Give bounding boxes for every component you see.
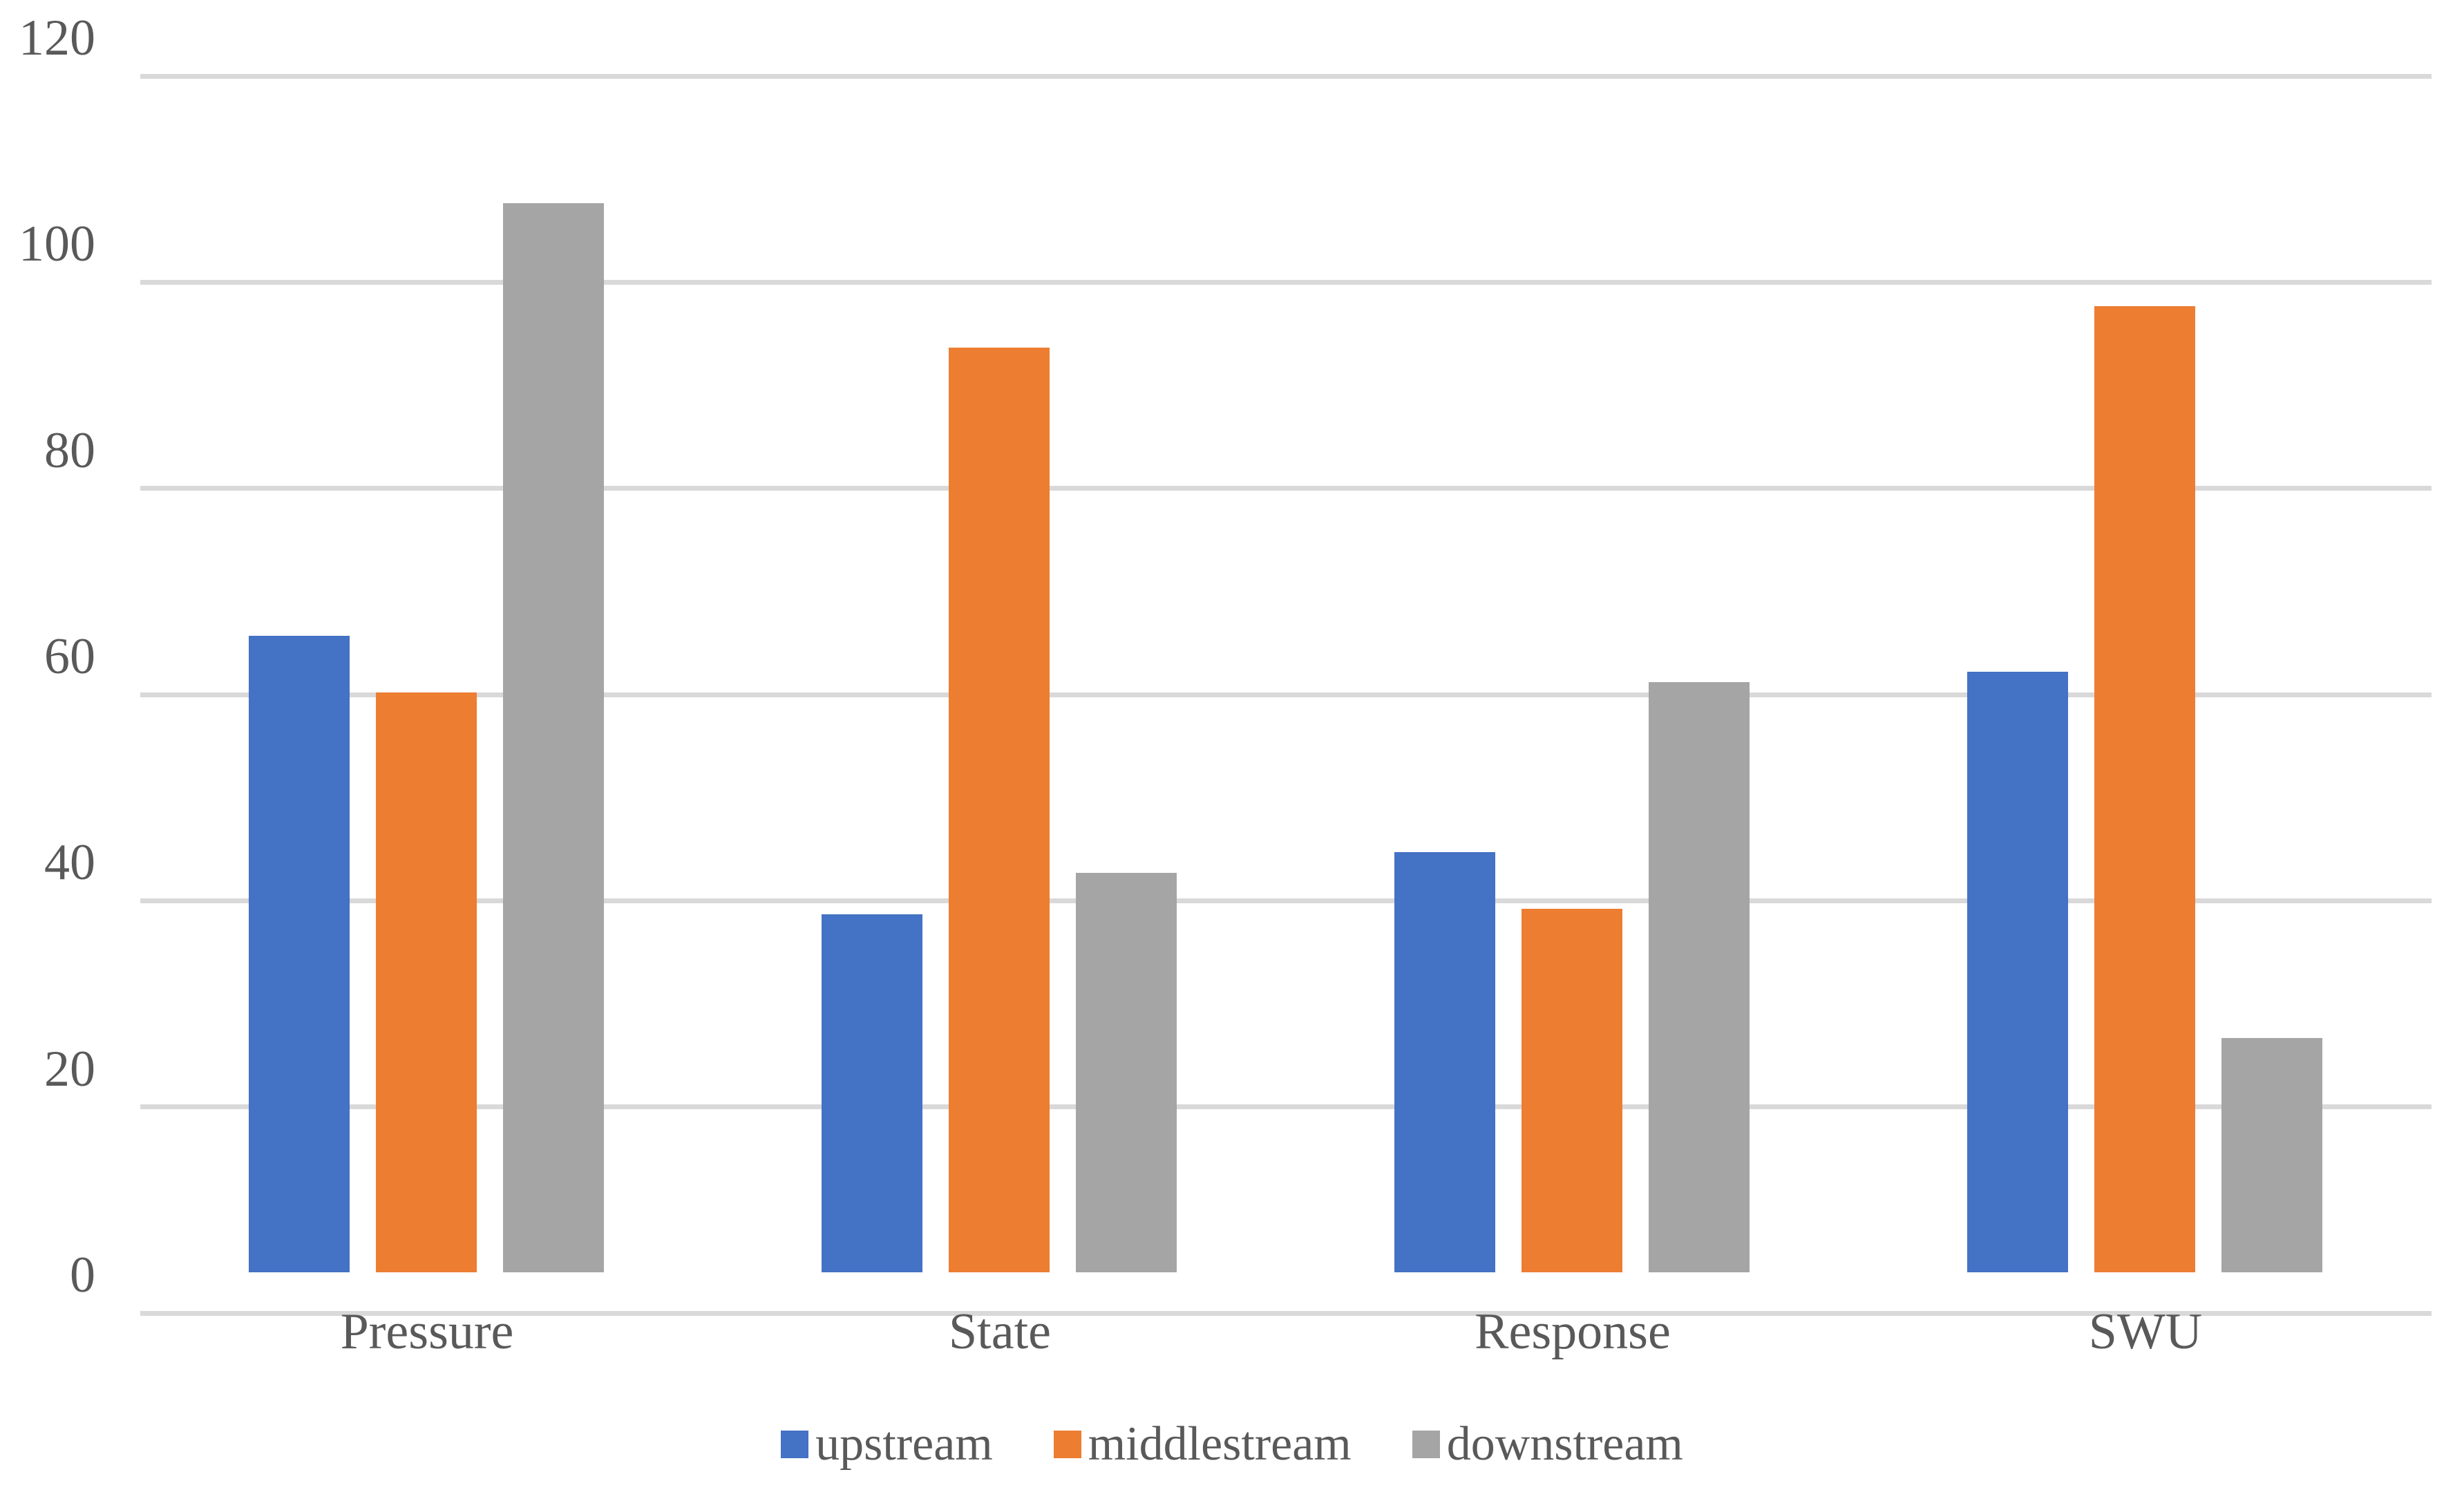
bar-upstream-swu — [1967, 672, 2068, 1272]
legend-label-upstream: upstream — [815, 1417, 993, 1471]
category-label-response: Response — [1475, 1303, 1671, 1360]
bar-middlestream-swu — [2094, 306, 2195, 1272]
y-tick-label-120: 120 — [19, 10, 95, 66]
legend-swatch-upstream — [781, 1431, 809, 1458]
bar-upstream-pressure — [249, 636, 350, 1272]
bar-downstream-pressure — [503, 203, 604, 1272]
bar-downstream-state — [1076, 873, 1177, 1272]
legend-swatch-middlestream — [1053, 1431, 1081, 1458]
legend-label-middlestream: middlestream — [1088, 1417, 1352, 1471]
legend-item-downstream: downstream — [1412, 1411, 1683, 1478]
category-label-pressure: Pressure — [340, 1303, 514, 1360]
legend-item-upstream: upstream — [781, 1411, 993, 1478]
bar-downstream-response — [1649, 682, 1750, 1272]
bar-middlestream-state — [949, 348, 1050, 1272]
bar-middlestream-response — [1522, 909, 1622, 1272]
gridline — [140, 486, 2432, 491]
y-tick-label-0: 0 — [70, 1247, 95, 1303]
legend-label-downstream: downstream — [1446, 1417, 1683, 1471]
bar-middlestream-pressure — [376, 692, 477, 1272]
bar-upstream-state — [822, 914, 922, 1272]
y-tick-label-100: 100 — [19, 216, 95, 272]
plot-area — [140, 38, 2432, 1316]
y-tick-label-80: 80 — [44, 422, 95, 479]
gridline — [140, 280, 2432, 285]
category-label-state: State — [949, 1303, 1051, 1360]
legend: upstream middlestream downstream — [0, 1411, 2464, 1478]
x-axis-line — [140, 1311, 2432, 1316]
bar-upstream-response — [1394, 852, 1495, 1272]
legend-swatch-downstream — [1412, 1431, 1440, 1458]
y-tick-label-60: 60 — [44, 628, 95, 685]
gridline — [140, 898, 2432, 903]
legend-item-middlestream: middlestream — [1053, 1411, 1352, 1478]
bar-downstream-swu — [2221, 1038, 2322, 1272]
gridline — [140, 74, 2432, 79]
category-label-swu: SWU — [2088, 1303, 2203, 1360]
gridline — [140, 692, 2432, 697]
y-tick-label-20: 20 — [44, 1041, 95, 1097]
gridline — [140, 1104, 2432, 1109]
y-tick-label-40: 40 — [44, 834, 95, 891]
